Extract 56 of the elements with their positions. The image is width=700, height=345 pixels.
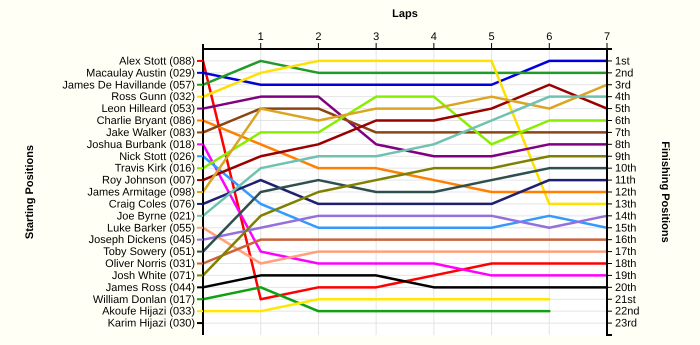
x-tick-label: 6 (546, 31, 552, 43)
legend-label: Akoufe Hijazi (033) (102, 306, 195, 318)
x-tick-label: 5 (488, 31, 495, 43)
legend-label: Joshua Burbank (018) (86, 138, 195, 151)
x-tick-label: 7 (604, 31, 610, 43)
legend-label: Luke Barker (055) (106, 222, 195, 234)
x-tick-label: 4 (430, 31, 437, 43)
y-tick-label: 11th (615, 174, 636, 187)
legend-label: William Donlan (017) (92, 294, 195, 306)
legend-label: Nick Stott (026) (119, 150, 195, 163)
legend-label: Craig Coles (076) (108, 198, 195, 210)
x-tick-label: 1 (258, 31, 264, 43)
y-tick-label: 8th (615, 138, 630, 151)
legend-label: Toby Sowery (051) (103, 246, 195, 258)
legend-label: Jake Walker (083) (106, 126, 195, 139)
y-tick-label: 20th (615, 282, 636, 294)
x-tick-label: 2 (315, 31, 322, 43)
y-tick-label: 21st (615, 294, 636, 306)
y-tick-label: 5th (615, 103, 630, 116)
y-tick-label: 9th (615, 150, 630, 163)
legend-label: Joseph Dickens (045) (88, 234, 195, 246)
y-tick-label: 1st (615, 55, 630, 68)
legend-label: Ross Gunn (032) (111, 91, 195, 104)
y-tick-label: 3rd (615, 79, 631, 92)
text: Starting Positions (24, 144, 36, 240)
legend-label: Oliver Norris (031) (105, 258, 195, 270)
legend-label: Charlie Bryant (086) (96, 115, 195, 128)
y-tick-label: 18th (615, 258, 636, 270)
y-tick-label: 17th (615, 246, 636, 258)
y-tick-label: 19th (615, 270, 636, 282)
y-tick-label: 23rd (615, 318, 638, 330)
y-tick-label: 7th (615, 126, 630, 139)
legend-label: Travis Kirk (016) (114, 162, 195, 175)
y-tick-label: 4th (615, 91, 630, 104)
y-tick-label: 22nd (615, 306, 640, 318)
legend-label: James Ross (044) (106, 282, 195, 294)
legend-label: Josh White (071) (112, 270, 195, 282)
y-axis-title: Finishing Positions (659, 141, 671, 243)
legend-label: Macaulay Austin (029) (86, 67, 195, 80)
x-tick-label: 3 (373, 31, 380, 43)
y-tick-label: 16th (615, 234, 636, 246)
y-tick-label: 12th (615, 186, 636, 199)
legend-label: Alex Stott (088) (119, 55, 195, 68)
legend-label: James Armitage (098) (87, 186, 195, 199)
y-tick-label: 15th (615, 222, 636, 234)
legend-label: Joe Byrne (021) (116, 210, 195, 222)
y-tick-label: 6th (615, 115, 630, 128)
x-axis-title: Laps (392, 8, 418, 20)
y-tick-label: 14th (615, 210, 636, 222)
legend-label: James De Havillande (057) (62, 79, 195, 92)
y-tick-label: 10th (615, 162, 636, 175)
legend-label: Roy Johnson (007) (102, 174, 195, 187)
y-tick-label: 13th (615, 198, 636, 210)
text: Karim Hijazi (030) (108, 318, 195, 330)
y-tick-label: 2nd (615, 67, 634, 80)
legend-label: Leon Hilleard (053) (101, 103, 195, 116)
